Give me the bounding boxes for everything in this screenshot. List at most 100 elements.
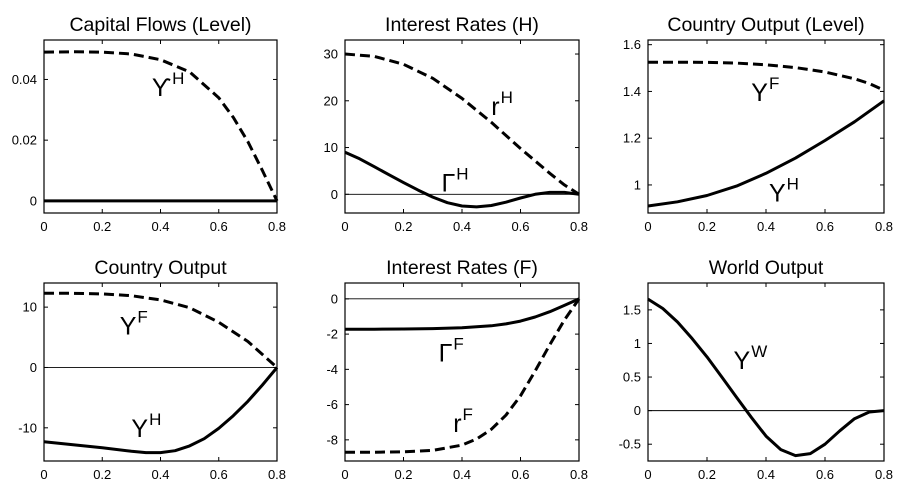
x-tick-label: 0 — [341, 467, 348, 482]
x-tick-label: 0.4 — [757, 219, 775, 234]
series-annotation-superscript: F — [453, 334, 463, 353]
y-tick-label: 0 — [331, 291, 338, 306]
x-tick-label: 0.4 — [151, 219, 169, 234]
x-tick-label: 0.6 — [816, 467, 834, 482]
x-tick-label: 0.2 — [93, 467, 111, 482]
x-tick-label: 0 — [40, 219, 47, 234]
plot-frame — [344, 282, 580, 462]
x-tick-label: 0.2 — [698, 467, 716, 482]
x-tick-label: 0.4 — [453, 219, 471, 234]
y-tick-label: 1.5 — [623, 302, 641, 317]
solid-series-line — [647, 99, 885, 208]
y-tick-label: -10 — [18, 420, 37, 435]
y-tick-label: 0 — [331, 187, 338, 202]
x-tick-label: 0.8 — [875, 219, 893, 234]
solid-series-line — [345, 297, 580, 331]
x-tick-label: 0 — [644, 219, 651, 234]
y-tick-label: 1.4 — [623, 84, 641, 99]
series-annotation: r — [491, 93, 499, 121]
dashed-series-line — [44, 291, 278, 369]
panel-title: Capital Flows (Level) — [69, 14, 251, 36]
y-tick-label: 0 — [30, 360, 37, 375]
y-tick-label: 10 — [23, 300, 37, 315]
solid-series-line — [344, 150, 580, 209]
series-annotation: Y — [751, 79, 768, 107]
series-annotation-superscript: H — [456, 164, 468, 183]
panel-title: Country Output — [94, 257, 227, 279]
x-tick-label: 0 — [40, 467, 47, 482]
series-annotation-superscript: H — [149, 410, 161, 429]
series-annotation: ϒ — [152, 74, 171, 102]
series-annotation: r — [453, 410, 461, 438]
dashed-series-line — [43, 50, 279, 202]
x-tick-label: 0.6 — [816, 219, 834, 234]
x-tick-label: 0.6 — [511, 467, 529, 482]
x-tick-label: 0.2 — [698, 219, 716, 234]
series-annotation: Y — [734, 347, 751, 375]
x-tick-label: 0.8 — [268, 219, 286, 234]
x-tick-label: 0.8 — [570, 467, 588, 482]
y-tick-label: -0.5 — [619, 437, 641, 452]
x-tick-label: 0.2 — [93, 219, 111, 234]
y-tick-label: 0 — [634, 403, 641, 418]
plot-frame — [344, 39, 580, 214]
y-tick-label: 10 — [324, 140, 338, 155]
x-tick-label: 0.6 — [210, 467, 228, 482]
x-tick-label: 0 — [341, 219, 348, 234]
x-tick-label: 0.6 — [210, 219, 228, 234]
series-annotation-superscript: H — [787, 174, 799, 193]
y-tick-label: 1 — [634, 177, 641, 192]
series-annotation: Γ — [442, 169, 456, 197]
dashed-series-line — [648, 60, 885, 92]
x-tick-label: 0.2 — [394, 467, 412, 482]
solid-series-line — [647, 297, 885, 458]
series-annotation-superscript: F — [463, 405, 473, 424]
series-annotation-superscript: W — [751, 342, 767, 361]
plot-frame — [43, 39, 278, 214]
panel-title: Country Output (Level) — [667, 14, 864, 36]
y-tick-label: 1.6 — [623, 37, 641, 52]
panel-title: World Output — [709, 257, 824, 279]
series-annotation-superscript: H — [172, 69, 184, 88]
panel-country-output-level: Country Output (Level) 0 0.2 0.4 0.6 0.8 1 1.2 1… — [623, 14, 893, 234]
x-tick-label: 0.8 — [875, 467, 893, 482]
x-tick-label: 0 — [644, 467, 651, 482]
y-tick-label: -8 — [326, 432, 338, 447]
y-tick-label: 1.2 — [623, 131, 641, 146]
y-tick-label: 1 — [634, 336, 641, 351]
dashed-series-line — [345, 298, 581, 454]
panel-title: Interest Rates (H) — [385, 14, 539, 36]
y-tick-label: 0.5 — [623, 370, 641, 385]
y-tick-label: 0 — [30, 193, 37, 208]
x-tick-label: 0.8 — [570, 219, 588, 234]
x-tick-label: 0.6 — [511, 219, 529, 234]
series-annotation-superscript: F — [769, 74, 779, 93]
plot-frame — [43, 282, 278, 462]
series-annotation-superscript: H — [501, 88, 513, 107]
y-tick-label: -2 — [326, 327, 338, 342]
y-tick-label: 0.02 — [12, 133, 37, 148]
y-tick-label: -4 — [326, 362, 338, 377]
series-annotation-superscript: F — [137, 307, 147, 326]
series-annotation: Y — [769, 179, 786, 207]
series-annotation: Γ — [439, 339, 453, 367]
x-tick-label: 0.2 — [394, 219, 412, 234]
panel-title: Interest Rates (F) — [386, 257, 538, 279]
y-tick-label: 20 — [324, 93, 338, 108]
x-tick-label: 0.4 — [757, 467, 775, 482]
x-tick-label: 0.4 — [151, 467, 169, 482]
x-tick-label: 0.8 — [268, 467, 286, 482]
panel-interest-rates-f: Interest Rates (F) 0 0.2 0.4 0.6 0.8 -8 -6 -4 -2 0… — [326, 257, 588, 482]
y-tick-label: -6 — [326, 397, 338, 412]
y-tick-label: 30 — [324, 47, 338, 62]
panel-capital-flows-level: Capital Flows (Level) 0 0.2 0.4 0.6 0.8 0 0.02 0… — [12, 14, 286, 234]
y-tick-label: 0.04 — [12, 72, 37, 87]
solid-series-line — [43, 366, 279, 455]
series-annotation: Y — [120, 312, 137, 340]
x-tick-label: 0.4 — [453, 467, 471, 482]
series-annotation: Y — [131, 415, 148, 443]
